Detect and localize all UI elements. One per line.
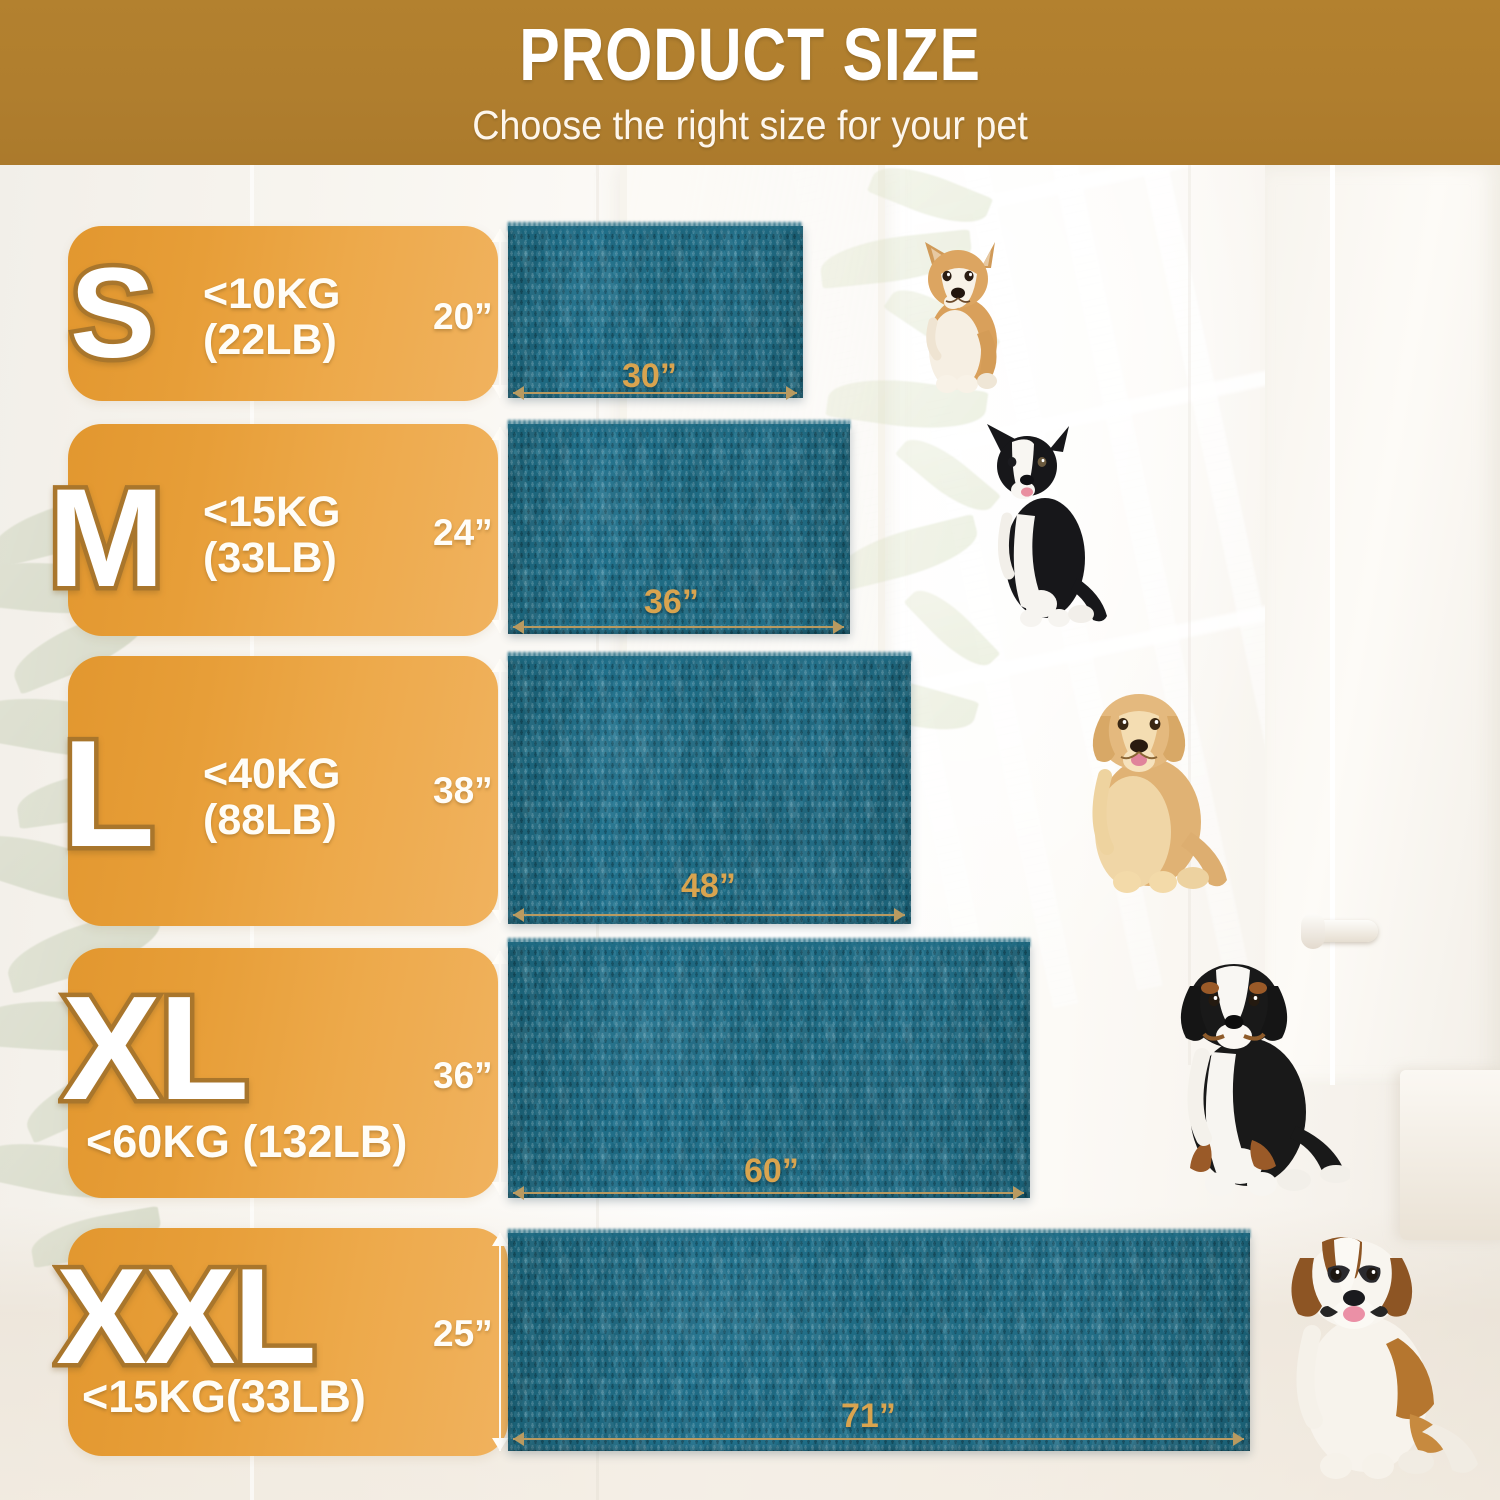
- height-arrow-xl: [492, 951, 508, 1195]
- width-arrow-m: [513, 620, 844, 634]
- size-weight-s: <10KG (22LB): [203, 270, 341, 364]
- page-title: PRODUCT SIZE: [519, 13, 981, 96]
- height-label-xl: 36”: [433, 1055, 493, 1096]
- mat-xxl[interactable]: [508, 1233, 1250, 1451]
- dog-st-bernard: [1250, 1218, 1480, 1496]
- size-panel-xl[interactable]: [68, 948, 498, 1198]
- height-label-l: 38”: [433, 770, 493, 811]
- height-arrow-s: [492, 229, 508, 398]
- size-weight-l: <40KG (88LB): [203, 750, 341, 844]
- header-banner: PRODUCT SIZE Choose the right size for y…: [0, 0, 1500, 165]
- mat-l[interactable]: [508, 656, 911, 924]
- height-label-s: 20”: [433, 296, 493, 337]
- mat-m[interactable]: [508, 424, 850, 634]
- width-arrow-s: [513, 386, 797, 400]
- height-arrow-l: [492, 659, 508, 923]
- dog-golden-retriever: [1053, 672, 1243, 900]
- width-arrow-xl: [513, 1186, 1024, 1200]
- counter-edge: [1400, 1070, 1500, 1240]
- size-badge-m: M: [44, 459, 170, 616]
- size-panel-m[interactable]: [68, 424, 498, 636]
- size-badge-xl: XL: [57, 966, 253, 1131]
- width-label-l: 48”: [681, 867, 736, 905]
- height-arrow-xxl: [492, 1233, 508, 1451]
- cabinet-seam: [1330, 165, 1335, 1085]
- page-subtitle: Choose the right size for your pet: [472, 102, 1028, 148]
- size-weight-xxl: <15KG(33LB): [82, 1371, 366, 1422]
- dog-border-collie: [965, 418, 1117, 633]
- size-badge-l: L: [58, 709, 160, 879]
- height-label-m: 24”: [433, 512, 493, 553]
- size-panel-l[interactable]: [68, 656, 498, 926]
- dog-corgi: [903, 232, 1033, 397]
- size-badge-xxl: XXL: [52, 1240, 321, 1392]
- size-panel-xxl[interactable]: [68, 1228, 508, 1456]
- width-label-xl: 60”: [744, 1152, 799, 1190]
- width-arrow-l: [513, 908, 905, 922]
- size-panel-s[interactable]: [68, 226, 498, 401]
- mat-xl[interactable]: [508, 942, 1030, 1198]
- width-label-xxl: 71”: [841, 1397, 896, 1435]
- height-arrow-m: [492, 427, 508, 633]
- size-badge-s: S: [65, 242, 159, 385]
- door-handle-icon: [1301, 913, 1378, 949]
- mat-s[interactable]: [508, 226, 803, 398]
- width-label-s: 30”: [622, 357, 677, 395]
- dog-bernese-mountain-dog: [1140, 944, 1350, 1202]
- width-label-m: 36”: [644, 583, 699, 621]
- size-weight-m: <15KG (33LB): [203, 488, 341, 582]
- size-weight-xl: <60KG (132LB): [86, 1116, 408, 1167]
- width-arrow-xxl: [513, 1432, 1244, 1446]
- height-label-xxl: 25”: [433, 1313, 493, 1354]
